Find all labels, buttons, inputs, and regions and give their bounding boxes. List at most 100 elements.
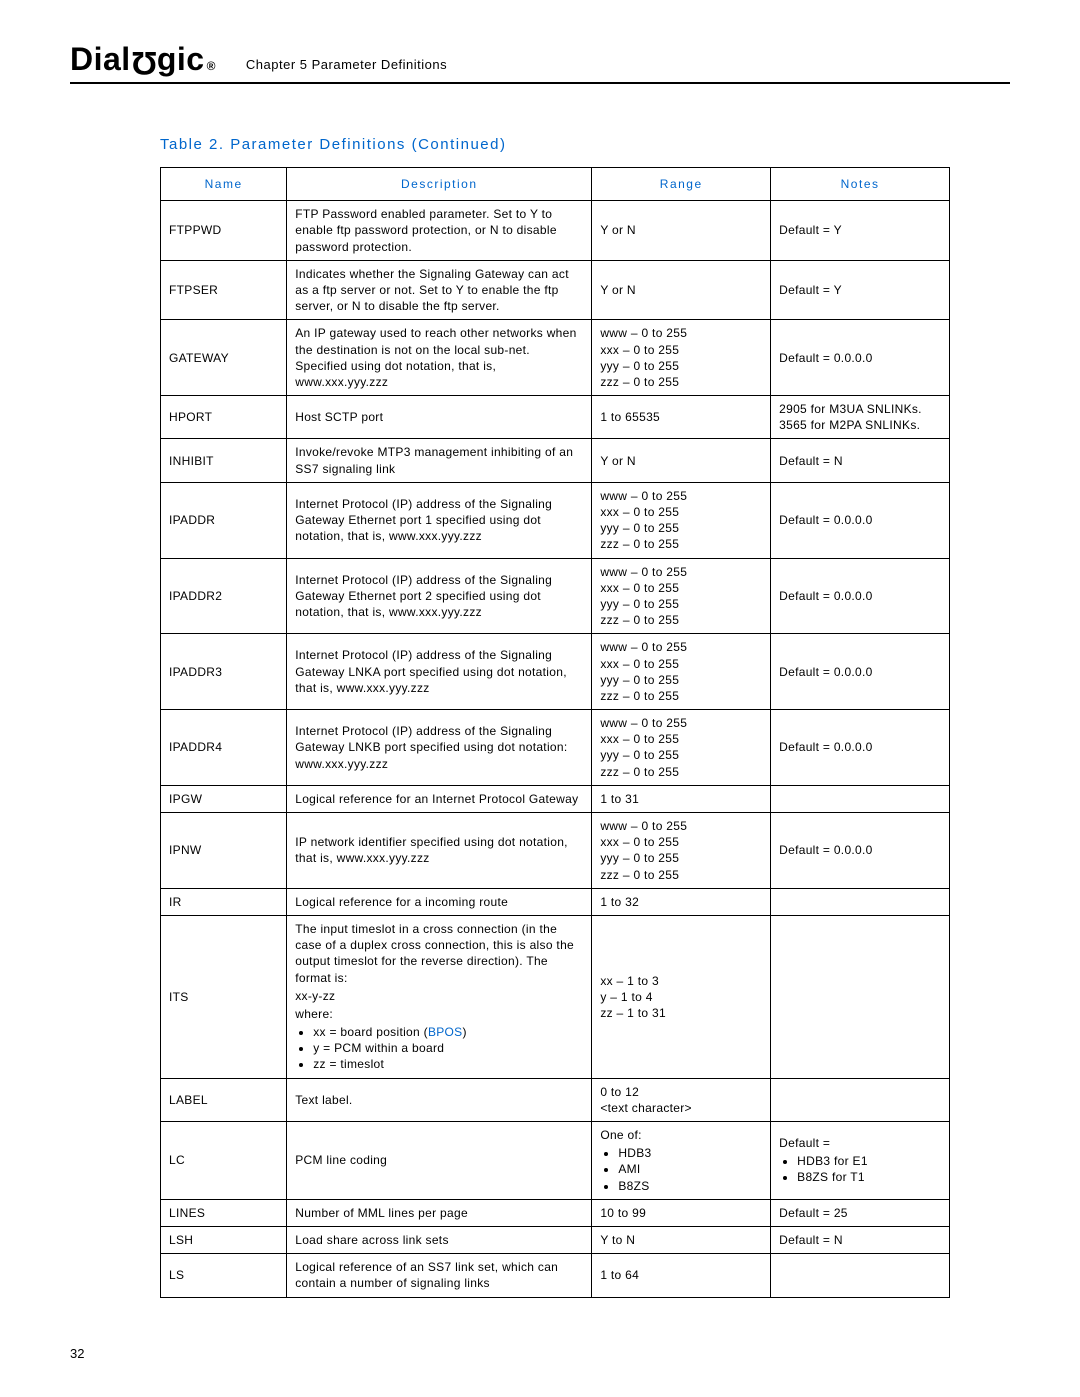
range-line: xxx – 0 to 255 bbox=[600, 731, 762, 747]
logo-text-pre: Dial bbox=[70, 41, 131, 78]
table-row: ITS The input timeslot in a cross connec… bbox=[161, 915, 950, 1078]
cell-notes: Default = HDB3 for E1 B8ZS for T1 bbox=[771, 1122, 950, 1200]
table-row: LSH Load share across link sets Y to N D… bbox=[161, 1226, 950, 1253]
table-row: FTPPWD FTP Password enabled parameter. S… bbox=[161, 201, 950, 261]
cell-name: LS bbox=[161, 1254, 287, 1297]
table-header-row: Name Description Range Notes bbox=[161, 168, 950, 201]
cell-desc: The input timeslot in a cross connection… bbox=[287, 915, 592, 1078]
cell-range: www – 0 to 255 xxx – 0 to 255 yyy – 0 to… bbox=[592, 710, 771, 786]
range-line: www – 0 to 255 bbox=[600, 488, 762, 504]
range-line: zzz – 0 to 255 bbox=[600, 688, 762, 704]
cell-range: xx – 1 to 3 y – 1 to 4 zz – 1 to 31 bbox=[592, 915, 771, 1078]
notes-bullets: HDB3 for E1 B8ZS for T1 bbox=[779, 1153, 941, 1185]
cell-range: 0 to 12 <text character> bbox=[592, 1078, 771, 1121]
cell-notes: Default = 25 bbox=[771, 1199, 950, 1226]
table-row: IPADDR3 Internet Protocol (IP) address o… bbox=[161, 634, 950, 710]
desc-where: where: bbox=[295, 1006, 583, 1022]
cell-range: www – 0 to 255 xxx – 0 to 255 yyy – 0 to… bbox=[592, 634, 771, 710]
cell-name: LINES bbox=[161, 1199, 287, 1226]
cell-notes: Default = N bbox=[771, 439, 950, 482]
bpos-link[interactable]: BPOS bbox=[428, 1025, 463, 1039]
list-item: xx = board position (BPOS) bbox=[313, 1024, 583, 1040]
range-line: 0 to 12 bbox=[600, 1084, 762, 1100]
cell-name: IPADDR3 bbox=[161, 634, 287, 710]
cell-name: IPADDR2 bbox=[161, 558, 287, 634]
range-line: www – 0 to 255 bbox=[600, 639, 762, 655]
range-line: yyy – 0 to 255 bbox=[600, 520, 762, 536]
chapter-title: Chapter 5 Parameter Definitions bbox=[246, 57, 447, 78]
cell-desc: Logical reference for an Internet Protoc… bbox=[287, 785, 592, 812]
cell-desc: Internet Protocol (IP) address of the Si… bbox=[287, 634, 592, 710]
cell-range: Y to N bbox=[592, 1226, 771, 1253]
col-name: Name bbox=[161, 168, 287, 201]
cell-notes bbox=[771, 1078, 950, 1121]
range-line: www – 0 to 255 bbox=[600, 564, 762, 580]
document-page: DialΩgic® Chapter 5 Parameter Definition… bbox=[0, 0, 1080, 1397]
cell-range: 1 to 32 bbox=[592, 888, 771, 915]
range-line: yyy – 0 to 255 bbox=[600, 358, 762, 374]
table-caption: Table 2. Parameter Definitions (Continue… bbox=[160, 136, 1010, 153]
range-line: yyy – 0 to 255 bbox=[600, 596, 762, 612]
table-row: INHIBIT Invoke/revoke MTP3 management in… bbox=[161, 439, 950, 482]
list-item: zz = timeslot bbox=[313, 1056, 583, 1072]
range-line: y – 1 to 4 bbox=[600, 989, 762, 1005]
cell-name: HPORT bbox=[161, 396, 287, 439]
cell-desc: Host SCTP port bbox=[287, 396, 592, 439]
col-description: Description bbox=[287, 168, 592, 201]
cell-name: IPNW bbox=[161, 813, 287, 889]
list-item: B8ZS bbox=[618, 1178, 762, 1194]
cell-notes: Default = N bbox=[771, 1226, 950, 1253]
cell-notes: Default = 0.0.0.0 bbox=[771, 482, 950, 558]
logo-glyph: Ω bbox=[131, 44, 157, 81]
cell-desc: Load share across link sets bbox=[287, 1226, 592, 1253]
cell-desc: FTP Password enabled parameter. Set to Y… bbox=[287, 201, 592, 261]
range-line: xx – 1 to 3 bbox=[600, 973, 762, 989]
range-line: zzz – 0 to 255 bbox=[600, 867, 762, 883]
bullet-text-post: ) bbox=[462, 1025, 466, 1039]
range-line: xxx – 0 to 255 bbox=[600, 504, 762, 520]
cell-name: IPADDR4 bbox=[161, 710, 287, 786]
page-number: 32 bbox=[70, 1346, 84, 1361]
cell-name: IR bbox=[161, 888, 287, 915]
col-notes: Notes bbox=[771, 168, 950, 201]
cell-name: LSH bbox=[161, 1226, 287, 1253]
cell-notes: 2905 for M3UA SNLINKs. 3565 for M2PA SNL… bbox=[771, 396, 950, 439]
cell-desc: An IP gateway used to reach other networ… bbox=[287, 320, 592, 396]
range-line: <text character> bbox=[600, 1100, 762, 1116]
range-bullets: HDB3 AMI B8ZS bbox=[600, 1145, 762, 1194]
range-line: xxx – 0 to 255 bbox=[600, 834, 762, 850]
cell-notes: Default = 0.0.0.0 bbox=[771, 320, 950, 396]
bullet-text-pre: xx = board position ( bbox=[313, 1025, 428, 1039]
cell-name: FTPSER bbox=[161, 260, 287, 320]
desc-para: The input timeslot in a cross connection… bbox=[295, 921, 583, 986]
cell-desc: Invoke/revoke MTP3 management inhibiting… bbox=[287, 439, 592, 482]
cell-name: GATEWAY bbox=[161, 320, 287, 396]
cell-notes: Default = 0.0.0.0 bbox=[771, 634, 950, 710]
cell-range: www – 0 to 255 xxx – 0 to 255 yyy – 0 to… bbox=[592, 320, 771, 396]
cell-range: One of: HDB3 AMI B8ZS bbox=[592, 1122, 771, 1200]
notes-head: Default = bbox=[779, 1135, 941, 1151]
cell-name: LABEL bbox=[161, 1078, 287, 1121]
cell-desc: Indicates whether the Signaling Gateway … bbox=[287, 260, 592, 320]
cell-notes bbox=[771, 1254, 950, 1297]
cell-desc: Logical reference of an SS7 link set, wh… bbox=[287, 1254, 592, 1297]
cell-desc: Text label. bbox=[287, 1078, 592, 1121]
cell-name: INHIBIT bbox=[161, 439, 287, 482]
cell-range: Y or N bbox=[592, 439, 771, 482]
range-line: xxx – 0 to 255 bbox=[600, 656, 762, 672]
list-item: y = PCM within a board bbox=[313, 1040, 583, 1056]
range-line: zzz – 0 to 255 bbox=[600, 374, 762, 390]
cell-notes: Default = 0.0.0.0 bbox=[771, 558, 950, 634]
cell-notes bbox=[771, 915, 950, 1078]
table-row: FTPSER Indicates whether the Signaling G… bbox=[161, 260, 950, 320]
desc-format: xx-y-zz bbox=[295, 988, 583, 1004]
notes-line: 2905 for M3UA SNLINKs. bbox=[779, 401, 941, 417]
table-row: IPNW IP network identifier specified usi… bbox=[161, 813, 950, 889]
cell-name: FTPPWD bbox=[161, 201, 287, 261]
cell-desc: Internet Protocol (IP) address of the Si… bbox=[287, 482, 592, 558]
cell-name: LC bbox=[161, 1122, 287, 1200]
cell-notes: Default = 0.0.0.0 bbox=[771, 710, 950, 786]
range-line: yyy – 0 to 255 bbox=[600, 850, 762, 866]
cell-name: ITS bbox=[161, 915, 287, 1078]
desc-bullets: xx = board position (BPOS) y = PCM withi… bbox=[295, 1024, 583, 1073]
